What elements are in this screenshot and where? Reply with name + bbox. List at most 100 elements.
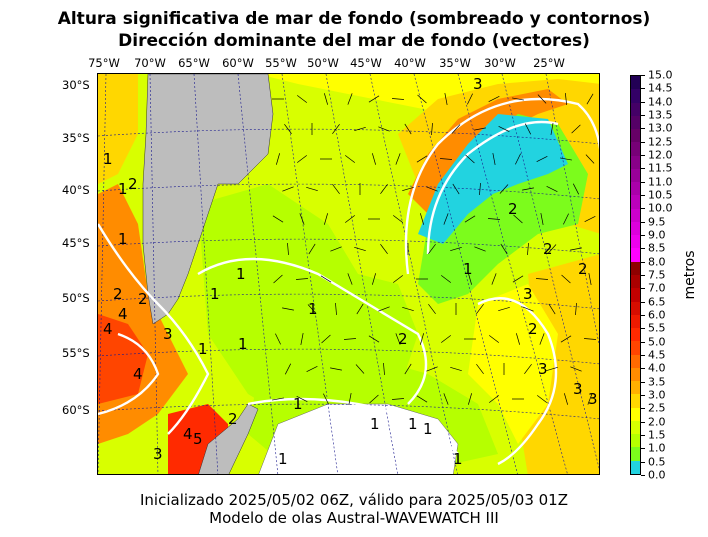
swell-vector: [586, 93, 594, 105]
swell-vector: [450, 247, 462, 251]
colorbar-tick-mark: [641, 421, 645, 423]
contour-label: 3: [163, 325, 173, 343]
colorbar-segment: [631, 261, 640, 275]
contour-label: 2: [113, 285, 123, 303]
lon-label: 70°W: [134, 56, 166, 70]
swell-vector: [443, 393, 449, 405]
swell-vector: [570, 247, 582, 251]
swell-vector: [588, 273, 592, 285]
lon-label: 25°W: [533, 56, 565, 70]
lat-label: 55°S: [62, 346, 90, 360]
colorbar-segment: [631, 301, 640, 315]
contour-label: 2: [578, 260, 588, 278]
colorbar-tick-mark: [641, 435, 645, 436]
contour-label: 1: [293, 395, 303, 413]
swell-vector: [443, 213, 449, 225]
swell-vector: [440, 275, 452, 283]
colorbar-tick-label: 15.0: [648, 68, 673, 82]
swell-vector: [284, 123, 292, 135]
colorbar-tick-mark: [641, 475, 645, 476]
colorbar-tick-mark: [641, 261, 645, 263]
wave-height-map: 1111111111111222222222333333444452311: [98, 74, 600, 474]
contour-label: 1: [370, 415, 380, 433]
colorbar-segment: [631, 115, 640, 130]
swell-vector: [488, 395, 500, 403]
swell-vector: [355, 364, 365, 374]
contour-label: 2: [138, 290, 148, 308]
colorbar-tick-mark: [641, 341, 645, 343]
swell-vector: [488, 95, 500, 103]
lon-label: 35°W: [439, 56, 471, 70]
swell-vector: [308, 243, 316, 255]
colorbar-tick-label: 12.5: [648, 135, 673, 149]
colorbar-tick-label: 4.5: [648, 348, 666, 362]
colorbar-segment: [631, 420, 640, 435]
colorbar-segment: [631, 433, 640, 448]
swell-vector: [513, 214, 523, 224]
swell-vector: [426, 186, 438, 192]
yellow-west: [98, 74, 138, 184]
swell-vector: [354, 247, 366, 251]
contour-label: 5: [193, 430, 203, 448]
swell-vector: [404, 363, 412, 375]
colorbar-segment: [631, 393, 640, 408]
swell-vector: [487, 218, 501, 220]
colorbar-tick-label: 2.5: [648, 401, 666, 415]
swell-vector: [491, 273, 497, 285]
colorbar-tick-label: 4.0: [648, 361, 666, 375]
colorbar-segment: [631, 367, 640, 382]
swell-vector: [499, 184, 509, 194]
contour-label: 3: [153, 445, 163, 463]
swell-vector: [343, 338, 357, 340]
swell-vector: [536, 155, 548, 163]
south-america-land: [142, 74, 274, 325]
swell-vector: [584, 215, 596, 223]
swell-vector: [548, 303, 556, 315]
swell-vector: [439, 158, 453, 160]
swell-vector: [492, 153, 496, 165]
swell-vector: [306, 187, 318, 191]
contour-label: 1: [278, 450, 288, 468]
swell-vector: [440, 335, 452, 343]
colorbar-tick-label: 14.5: [648, 81, 673, 95]
swell-vector: [512, 275, 524, 283]
colorbar-tick-mark: [641, 75, 645, 76]
colorbar-tick-mark: [641, 101, 645, 103]
colorbar-tick-label: 12.0: [648, 148, 673, 162]
contour-label: 2: [598, 320, 600, 338]
swell-vector: [428, 243, 436, 255]
colorbar: [630, 75, 641, 475]
swell-vector: [348, 393, 352, 405]
swell-vector: [307, 304, 317, 314]
yellow-east: [468, 284, 558, 444]
colorbar-tick-mark: [641, 395, 645, 396]
swell-vector: [535, 278, 549, 280]
colorbar-tick-label: 0.0: [648, 468, 666, 482]
colorbar-tick-label: 10.5: [648, 188, 673, 202]
swell-vector: [476, 303, 484, 315]
swell-vector: [515, 153, 521, 165]
swell-vector: [272, 397, 284, 401]
colorbar-segment: [631, 274, 640, 289]
colorbar-tick-label: 10.0: [648, 201, 673, 215]
colorbar-tick-mark: [641, 88, 645, 90]
colorbar-segment: [631, 354, 640, 368]
swell-vector: [420, 333, 424, 345]
swell-vector: [284, 363, 292, 375]
swell-vector: [402, 307, 414, 311]
swell-vector: [476, 363, 484, 375]
swell-vector: [332, 183, 340, 195]
swell-vector: [391, 98, 405, 100]
colorbar-segment: [631, 168, 640, 183]
contour-label: 1: [236, 265, 246, 283]
swell-vector: [479, 182, 481, 196]
swell-vector: [420, 213, 424, 225]
colorbar-segment: [631, 75, 640, 90]
swell-vector: [488, 335, 500, 343]
contour-label: 4: [133, 365, 143, 383]
colorbar-tick-mark: [641, 381, 645, 383]
colorbar-segment: [631, 314, 640, 329]
swell-vector: [428, 303, 436, 315]
colorbar-segment: [631, 155, 640, 169]
colorbar-segment: [631, 88, 640, 103]
